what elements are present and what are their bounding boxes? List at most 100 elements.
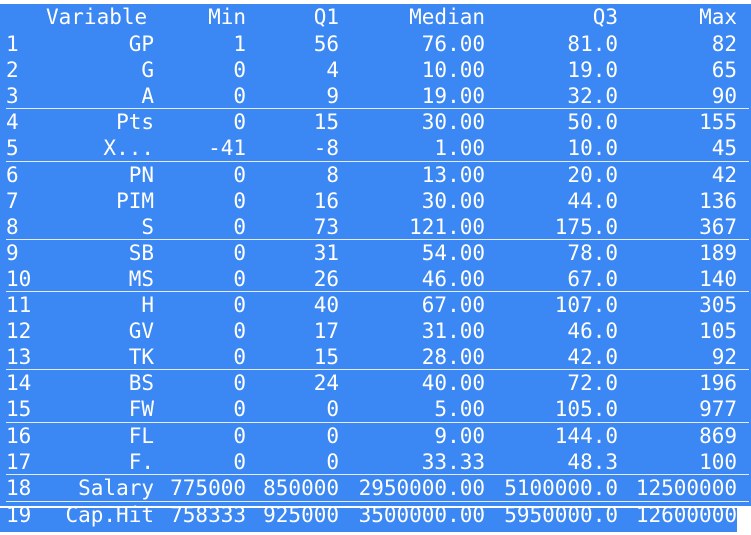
- cell-median: 1.00: [434, 136, 485, 161]
- cell-min: 0: [233, 423, 246, 448]
- cell-variable: MS: [128, 266, 154, 291]
- cell-variable: A: [141, 84, 154, 109]
- cell-q1: 16: [313, 188, 339, 213]
- group-separator: [6, 421, 749, 423]
- cell-median: 54.00: [421, 240, 485, 265]
- row-index: 5: [6, 136, 19, 161]
- row-index: 17: [6, 449, 32, 474]
- table-header: Variable Min Q1 Median Q3 Max: [0, 4, 751, 30]
- cell-min: 0: [233, 84, 246, 109]
- cell-q1: 56: [313, 32, 339, 56]
- table-row: 11 H 0 40 67.00 107.0 305: [0, 292, 751, 318]
- cell-q3: 67.0: [567, 266, 618, 291]
- cell-q3: 5100000.0: [504, 475, 618, 500]
- cell-variable: Cap.Hit: [65, 502, 154, 527]
- cell-max: 189: [699, 240, 737, 265]
- cell-variable: PIM: [116, 188, 154, 213]
- table-row: 7 PIM 0 16 30.00 44.0 136: [0, 188, 751, 214]
- group-separator: [6, 160, 749, 162]
- cell-median: 30.00: [421, 110, 485, 135]
- table-row: 19 Cap.Hit 758333 925000 3500000.00 5950000.0…: [0, 502, 751, 528]
- row-index: 16: [6, 423, 32, 448]
- cell-q3: 48.3: [567, 449, 618, 474]
- cell-max: 155: [699, 110, 737, 135]
- last-row-highlight: [0, 508, 737, 532]
- table-row: 4 Pts 0 15 30.00 50.0 155: [0, 109, 751, 135]
- table-row: 5 X... -41 -8 1.00 10.0 45: [0, 135, 751, 161]
- cell-min: 0: [233, 449, 246, 474]
- cell-variable: FL: [128, 423, 154, 448]
- cell-q1: -8: [313, 136, 339, 161]
- row-index: 11: [6, 293, 32, 317]
- row-index: 13: [6, 345, 32, 370]
- cell-max: 367: [699, 214, 737, 239]
- header-q3: Q3: [592, 5, 618, 29]
- cell-median: 31.00: [421, 319, 485, 344]
- table-row: 13 TK 0 15 28.00 42.0 92: [0, 344, 751, 370]
- cell-median: 40.00: [421, 371, 485, 396]
- row-index: 7: [6, 188, 19, 213]
- cell-median: 76.00: [421, 32, 485, 56]
- cell-q3: 20.0: [567, 162, 618, 187]
- table-row: 12 GV 0 17 31.00 46.0 105: [0, 318, 751, 344]
- row-index: 9: [6, 240, 19, 265]
- cell-median: 121.00: [409, 214, 485, 239]
- cell-q1: 0: [326, 423, 339, 448]
- cell-q3: 32.0: [567, 84, 618, 109]
- cell-variable: SB: [128, 240, 154, 265]
- cell-variable: PN: [128, 162, 154, 187]
- row-index: 6: [6, 162, 19, 187]
- cell-max: 12500000: [635, 475, 737, 500]
- cell-q1: 15: [313, 345, 339, 370]
- table-row: 2 G 0 4 10.00 19.0 65: [0, 57, 751, 83]
- cell-min: 0: [233, 397, 246, 422]
- cell-median: 10.00: [421, 58, 485, 83]
- cell-q3: 44.0: [567, 188, 618, 213]
- cell-max: 136: [699, 188, 737, 213]
- cell-median: 2950000.00: [358, 475, 485, 500]
- table-row: 9 SB 0 31 54.00 78.0 189: [0, 240, 751, 266]
- group-separator: [6, 369, 749, 371]
- row-index: 14: [6, 371, 32, 396]
- table-row: 17 F. 0 0 33.33 48.3 100: [0, 449, 751, 475]
- cell-q1: 24: [313, 371, 339, 396]
- row-index: 3: [6, 84, 19, 109]
- cell-variable: TK: [128, 345, 154, 370]
- row-index: 2: [6, 58, 19, 83]
- cell-q1: 925000: [263, 502, 339, 527]
- cell-q1: 9: [326, 84, 339, 109]
- cell-max: 65: [711, 58, 737, 83]
- cell-q1: 0: [326, 449, 339, 474]
- cell-min: 758333: [170, 502, 246, 527]
- cell-q1: 8: [326, 162, 339, 187]
- cell-max: 977: [699, 397, 737, 422]
- row-index: 10: [6, 266, 32, 291]
- header-q1: Q1: [313, 5, 339, 29]
- table-row: 8 S 0 73 121.00 175.0 367: [0, 214, 751, 240]
- row-index: 1: [6, 32, 19, 56]
- cell-q1: 15: [313, 110, 339, 135]
- cell-min: -41: [208, 136, 246, 161]
- cell-variable: G: [141, 58, 154, 83]
- cell-min: 0: [233, 319, 246, 344]
- cell-q3: 42.0: [567, 345, 618, 370]
- cell-variable: X...: [103, 136, 154, 161]
- cell-variable: BS: [128, 371, 154, 396]
- table-row: 3 A 0 9 19.00 32.0 90: [0, 83, 751, 109]
- cell-median: 33.33: [421, 449, 485, 474]
- row-index: 8: [6, 214, 19, 239]
- group-separator: [6, 108, 749, 110]
- cell-variable: H: [141, 293, 154, 317]
- cell-median: 13.00: [421, 162, 485, 187]
- cell-variable: GP: [128, 32, 154, 56]
- cell-q1: 4: [326, 58, 339, 83]
- cell-min: 775000: [170, 475, 246, 500]
- cell-q1: 40: [313, 293, 339, 317]
- cell-max: 196: [699, 371, 737, 396]
- cell-variable: F.: [128, 449, 154, 474]
- header-min: Min: [208, 5, 246, 29]
- group-separator: [6, 500, 749, 502]
- cell-q3: 81.0: [567, 32, 618, 56]
- group-separator: [6, 473, 749, 475]
- cell-q3: 107.0: [554, 293, 618, 317]
